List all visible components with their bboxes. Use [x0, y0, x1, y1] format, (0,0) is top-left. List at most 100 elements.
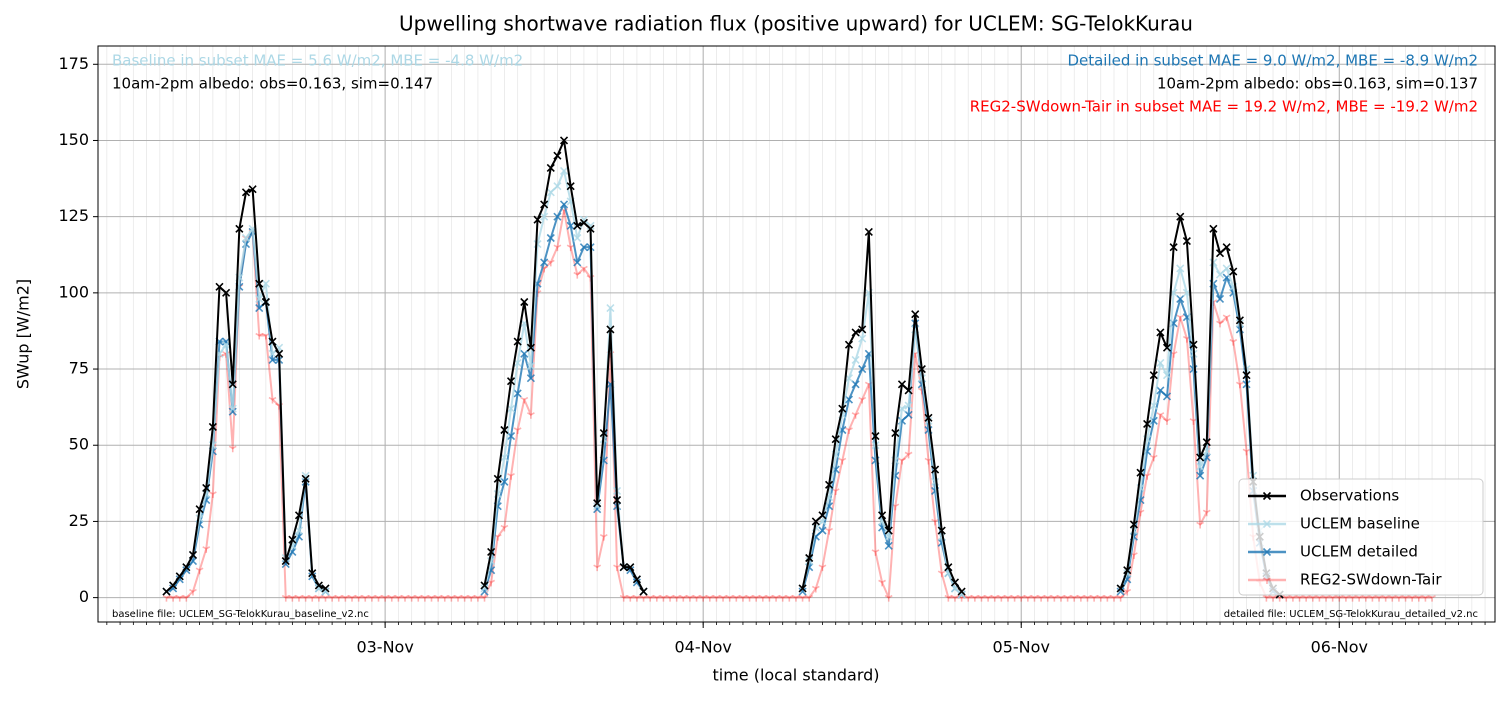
marker: [566, 221, 575, 230]
marker: [1063, 594, 1072, 602]
legend-label: UCLEM baseline: [1300, 515, 1420, 533]
marker: [189, 588, 197, 596]
file-note: baseline file: UCLEM_SG-TelokKurau_basel…: [112, 609, 369, 620]
marker: [1057, 594, 1065, 602]
marker: [228, 404, 237, 413]
y-tick-label: 125: [58, 206, 89, 225]
marker: [195, 567, 204, 575]
marker: [1229, 267, 1238, 276]
marker: [1215, 294, 1225, 304]
marker: [699, 594, 708, 602]
marker: [944, 563, 953, 572]
marker: [275, 349, 284, 358]
marker: [871, 549, 880, 556]
x-tick-label: 06-Nov: [1311, 638, 1368, 657]
marker: [586, 221, 595, 230]
marker: [175, 572, 184, 581]
marker: [1196, 471, 1205, 480]
marker: [268, 349, 277, 358]
marker: [546, 259, 555, 267]
marker: [1116, 594, 1125, 602]
marker: [559, 200, 569, 209]
marker: [1196, 521, 1205, 529]
marker: [526, 343, 535, 352]
marker: [202, 546, 211, 553]
marker: [692, 594, 701, 602]
marker: [1408, 594, 1417, 602]
marker: [1156, 386, 1165, 395]
marker: [1096, 594, 1105, 602]
marker: [1262, 519, 1272, 529]
marker: [772, 594, 780, 602]
marker: [997, 594, 1006, 602]
marker: [1315, 594, 1324, 602]
marker: [646, 594, 655, 602]
marker: [513, 337, 522, 346]
marker: [639, 594, 648, 602]
marker: [301, 474, 310, 483]
marker: [553, 244, 562, 252]
marker: [1110, 594, 1118, 602]
marker: [984, 594, 993, 602]
marker: [1335, 594, 1344, 602]
marker: [222, 340, 231, 349]
marker: [931, 465, 940, 474]
marker: [182, 563, 191, 572]
marker: [169, 581, 178, 590]
marker: [354, 594, 363, 602]
marker: [990, 594, 999, 602]
marker: [1209, 258, 1218, 267]
marker: [1375, 594, 1383, 602]
marker: [553, 151, 562, 160]
marker: [526, 374, 535, 383]
marker: [268, 337, 277, 346]
marker: [1037, 594, 1046, 602]
marker: [612, 496, 622, 505]
marker: [500, 524, 509, 532]
marker: [420, 594, 429, 602]
marker: [573, 233, 582, 243]
marker: [228, 445, 237, 453]
marker: [520, 396, 529, 404]
marker: [1189, 340, 1198, 349]
marker: [858, 325, 867, 334]
marker: [1222, 264, 1231, 273]
marker: [732, 594, 741, 602]
marker: [1302, 594, 1311, 602]
marker: [222, 337, 231, 346]
y-tick-label: 150: [58, 130, 89, 149]
marker: [586, 224, 595, 233]
marker: [924, 413, 933, 422]
marker: [864, 227, 873, 236]
marker: [546, 233, 555, 243]
marker: [878, 579, 886, 587]
marker: [937, 570, 946, 578]
marker: [546, 163, 555, 172]
marker: [579, 243, 588, 252]
marker: [222, 288, 231, 297]
marker: [579, 215, 588, 224]
marker: [507, 473, 515, 480]
marker: [241, 233, 251, 243]
marker: [321, 594, 330, 602]
marker: [1236, 381, 1244, 389]
marker: [1202, 509, 1211, 517]
annotation: 10am-2pm albedo: obs=0.163, sim=0.147: [112, 75, 433, 93]
marker: [1414, 594, 1423, 602]
marker: [1103, 594, 1112, 602]
marker: [1262, 491, 1272, 501]
marker: [573, 258, 582, 267]
marker: [851, 328, 860, 337]
marker: [348, 594, 356, 602]
marker: [1169, 243, 1178, 252]
marker: [559, 166, 569, 176]
marker: [1043, 594, 1052, 602]
marker: [480, 584, 489, 593]
marker: [632, 575, 641, 584]
marker: [467, 594, 476, 602]
marker: [705, 594, 714, 602]
marker: [1162, 343, 1172, 352]
y-tick-label: 100: [58, 282, 89, 301]
marker: [798, 584, 807, 593]
